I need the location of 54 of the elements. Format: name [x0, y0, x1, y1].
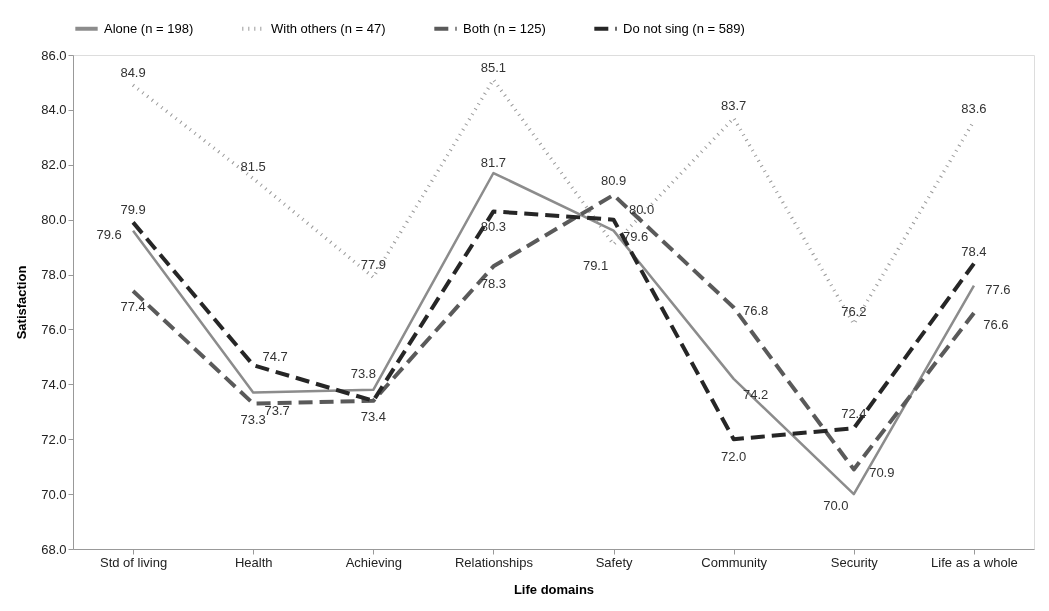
y-tick-label: 74.0 [41, 376, 67, 392]
y-tick-label: 86.0 [41, 47, 67, 63]
data-label: 79.1 [582, 258, 609, 274]
data-label: 70.9 [869, 465, 895, 481]
data-label: 73.3 [240, 411, 266, 427]
y-tick-label: 82.0 [41, 157, 67, 173]
y-axis-title: Satisfaction [14, 265, 30, 340]
data-label: 78.3 [480, 276, 507, 292]
legend-label: Both (n = 125) [463, 20, 546, 36]
data-label: 76.2 [841, 303, 867, 319]
y-tick-label: 84.0 [41, 102, 67, 118]
data-label: 79.9 [120, 202, 146, 218]
data-label: 76.8 [743, 303, 769, 319]
data-label: 72.4 [841, 406, 867, 422]
x-tick-label: Std of living [99, 554, 168, 570]
legend-label: With others (n = 47) [271, 20, 386, 36]
data-label: 83.6 [961, 100, 987, 116]
data-label: 79.6 [96, 226, 122, 242]
data-label: 78.4 [961, 243, 987, 259]
data-label: 84.9 [120, 65, 146, 81]
data-label: 73.7 [264, 402, 290, 418]
data-label: 77.9 [360, 257, 386, 273]
legend-label: Alone (n = 198) [104, 20, 194, 36]
data-label: 77.4 [120, 299, 146, 315]
data-label: 70.0 [823, 498, 849, 514]
data-label: 77.6 [985, 281, 1011, 297]
y-tick-label: 76.0 [41, 321, 67, 337]
x-tick-label: Security [830, 554, 879, 570]
data-label: 72.0 [721, 449, 747, 465]
data-label: 80.3 [480, 219, 507, 235]
y-tick-label: 68.0 [41, 541, 67, 557]
x-axis-title: Life domains [513, 581, 595, 597]
legend-label: Do not sing (n = 589) [623, 20, 745, 36]
data-label: 80.9 [600, 172, 627, 188]
data-label: 73.4 [360, 408, 386, 424]
x-tick-label: Life as a whole [931, 554, 1018, 570]
data-label: 80.0 [628, 201, 655, 217]
x-tick-label: Achieving [345, 554, 402, 570]
x-tick-label: Safety [595, 554, 633, 570]
data-label: 83.7 [721, 98, 747, 114]
y-tick-label: 72.0 [41, 431, 67, 447]
data-label: 79.6 [622, 228, 649, 244]
y-tick-label: 78.0 [41, 267, 67, 283]
y-tick-label: 80.0 [41, 212, 67, 228]
y-tick-label: 70.0 [41, 486, 67, 502]
data-label: 76.6 [983, 316, 1009, 332]
data-label: 73.8 [350, 365, 376, 381]
data-label: 81.5 [240, 158, 266, 174]
data-label: 81.7 [480, 155, 507, 171]
x-tick-label: Community [701, 554, 768, 570]
x-tick-label: Relationships [454, 554, 534, 570]
x-tick-label: Health [234, 554, 273, 570]
data-label: 74.7 [262, 349, 288, 365]
data-label: 85.1 [480, 59, 507, 75]
